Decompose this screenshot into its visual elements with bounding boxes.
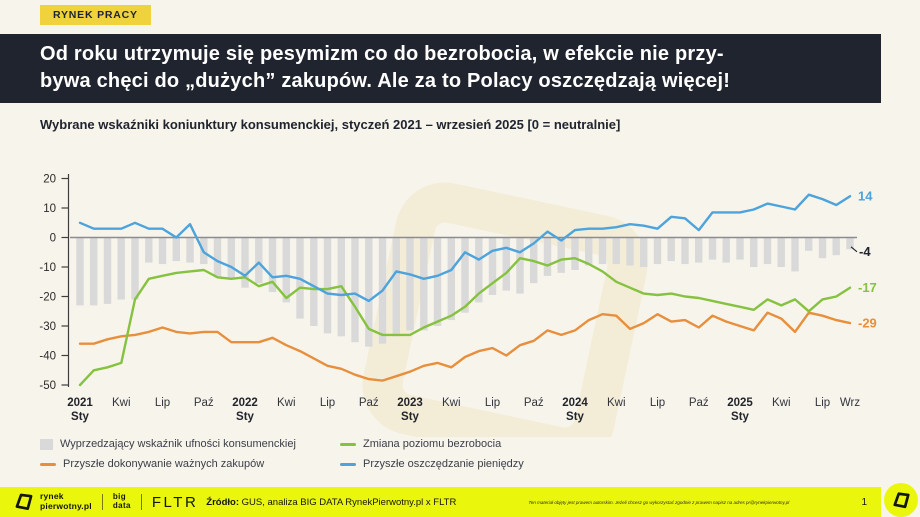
svg-text:Lip: Lip (650, 397, 665, 409)
svg-text:Sty: Sty (731, 411, 750, 423)
svg-text:2023: 2023 (397, 397, 423, 409)
legend-line-marker (340, 442, 356, 446)
rynekpierwotny-logo-icon (14, 492, 34, 512)
line-series (78, 311, 852, 382)
legend-label: Zmiana poziomu bezrobocia (363, 438, 502, 450)
svg-text:Sty: Sty (401, 411, 420, 423)
svg-text:Kwi: Kwi (772, 397, 791, 409)
legend-item: Zmiana poziomu bezrobocia (340, 438, 524, 450)
svg-text:Lip: Lip (485, 397, 500, 409)
corner-logo-badge (884, 483, 918, 517)
copyright-contact-link[interactable]: pr@rynekpierwotny.pl (745, 499, 790, 505)
svg-text:Kwi: Kwi (607, 397, 626, 409)
headline-line-1: Od roku utrzymuje się pesymizm co do bez… (40, 43, 724, 65)
svg-text:-30: -30 (39, 321, 56, 333)
bigdata-logo: big data (112, 492, 131, 510)
legend-item: Wyprzedzający wskaźnik ufności konsumenc… (40, 438, 340, 450)
svg-text:Kwi: Kwi (277, 397, 296, 409)
line-series (78, 193, 852, 303)
fltr-logo: FLTR (151, 493, 199, 511)
line-series (78, 256, 852, 387)
svg-text:Lip: Lip (320, 397, 335, 409)
consumer-confidence-chart: 20 10 0 -10 -20 -30 -40 -50 -4 -29 -17 14 2021 Sty Kwi… (39, 174, 877, 437)
svg-text:-40: -40 (39, 351, 56, 363)
headline-line-2: bywa chęci do „dużych” zakupów. Ale za t… (40, 70, 731, 92)
legend-label: Wyprzedzający wskaźnik ufności konsumenc… (60, 438, 296, 450)
svg-text:2025: 2025 (727, 397, 753, 409)
copyright-text: Ten materiał objęty jest prawem autorski… (528, 499, 746, 505)
footer-divider (140, 494, 142, 510)
svg-text:0: 0 (50, 233, 56, 245)
svg-text:-20: -20 (39, 292, 56, 304)
footer-divider (101, 494, 103, 510)
svg-text:-10: -10 (39, 262, 56, 274)
chart-title: Wybrane wskaźniki koniunktury konsumenck… (40, 117, 621, 132)
legend-label: Przyszłe oszczędzanie pieniędzy (363, 458, 524, 470)
copyright-note: Ten materiał objęty jest prawem autorski… (456, 500, 861, 505)
y-axis: 20 10 0 -10 -20 -30 -40 -50 (39, 174, 70, 392)
legend-line-marker (40, 462, 56, 466)
svg-text:-4: -4 (859, 244, 871, 259)
svg-text:20: 20 (43, 174, 56, 186)
source-label: Źródło: (206, 496, 239, 508)
svg-text:2022: 2022 (232, 397, 258, 409)
source-note: Źródło: GUS, analiza BIG DATA RynekPierw… (206, 497, 456, 508)
legend: Wyprzedzający wskaźnik ufności konsumenc… (40, 438, 524, 470)
svg-text:10: 10 (43, 203, 56, 215)
category-badge: RYNEK PRACY (40, 5, 151, 25)
svg-text:Lip: Lip (155, 397, 170, 409)
svg-text:2024: 2024 (562, 397, 588, 409)
svg-text:14: 14 (858, 189, 873, 204)
svg-text:Paź: Paź (689, 397, 709, 409)
page-number: 1 (861, 496, 867, 508)
footer-bar: rynek pierwotny.pl big data FLTR Źródło:… (0, 487, 881, 517)
svg-text:Paź: Paź (359, 397, 379, 409)
svg-text:Sty: Sty (566, 411, 585, 423)
legend-item: Przyszłe dokonywanie ważnych zakupów (40, 458, 340, 470)
source-text: GUS, analiza BIG DATA RynekPierwotny.pl … (239, 496, 457, 508)
legend-square-marker (40, 438, 53, 450)
x-axis-labels: 2021 Sty Kwi Lip Paź 2022 Sty Kwi Lip Paź 2023 Sty K… (67, 397, 860, 423)
svg-text:Wrz: Wrz (840, 397, 860, 409)
svg-text:-17: -17 (858, 280, 877, 295)
svg-text:Kwi: Kwi (112, 397, 131, 409)
legend-line-marker (340, 462, 356, 466)
svg-text:-50: -50 (39, 380, 56, 392)
svg-text:Paź: Paź (524, 397, 544, 409)
svg-text:2021: 2021 (67, 397, 93, 409)
series-end-labels: -4 -29 -17 14 (850, 189, 877, 331)
svg-text:-29: -29 (858, 316, 877, 331)
svg-text:Lip: Lip (815, 397, 830, 409)
legend-item: Przyszłe oszczędzanie pieniędzy (340, 458, 524, 470)
svg-text:Sty: Sty (236, 411, 255, 423)
legend-label: Przyszłe dokonywanie ważnych zakupów (63, 458, 265, 470)
headline-banner: Od roku utrzymuje się pesymizm co do bez… (0, 34, 881, 103)
svg-text:Kwi: Kwi (442, 397, 461, 409)
svg-text:Paź: Paź (194, 397, 214, 409)
rynekpierwotny-logo-icon (892, 491, 910, 508)
svg-text:Sty: Sty (71, 411, 90, 423)
rynekpierwotny-logo-text: rynek pierwotny.pl (40, 491, 92, 511)
